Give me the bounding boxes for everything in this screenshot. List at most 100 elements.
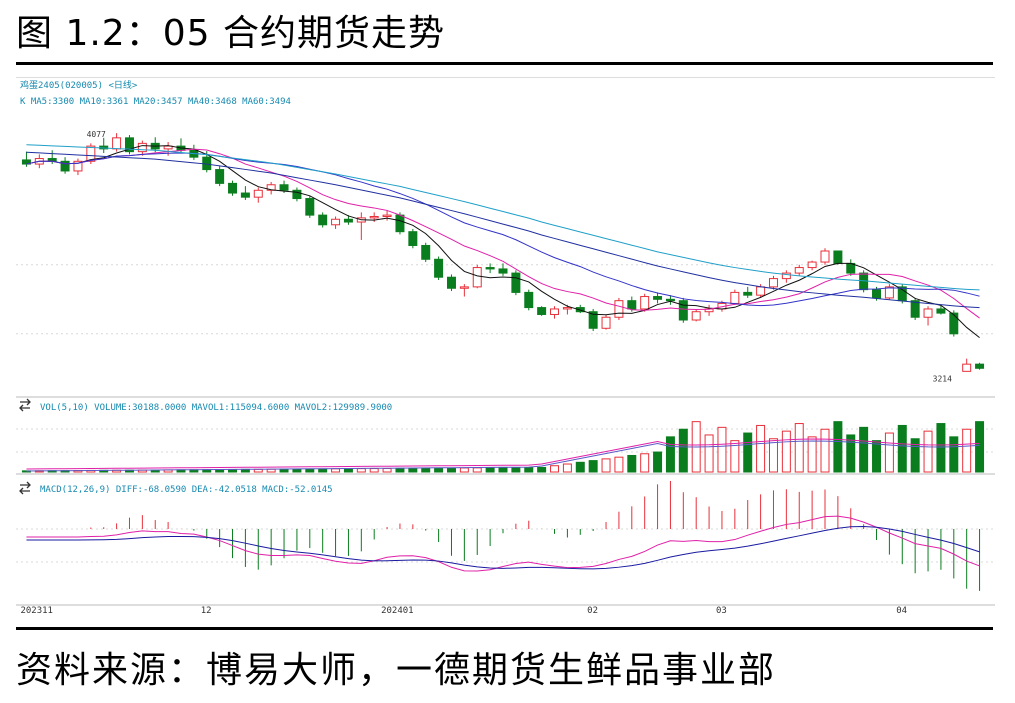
volume-bar bbox=[446, 467, 456, 473]
volume-bar bbox=[292, 468, 302, 473]
moving-average-lines bbox=[26, 144, 980, 339]
candle-body bbox=[124, 137, 134, 153]
candle-body bbox=[614, 300, 624, 318]
volume-bar bbox=[859, 426, 869, 473]
candle-body bbox=[60, 160, 70, 172]
volume-bar bbox=[872, 440, 882, 473]
candle-body bbox=[691, 311, 701, 321]
x-tick-label: 04 bbox=[896, 606, 907, 616]
candle-body bbox=[498, 268, 508, 274]
ma5-line bbox=[26, 145, 980, 339]
candle-body bbox=[459, 286, 469, 289]
candle-body bbox=[434, 258, 444, 278]
source-note: 资料来源：博易大师，一德期货生鲜品事业部 bbox=[16, 650, 777, 691]
candle-body bbox=[975, 363, 985, 369]
candle-body bbox=[137, 142, 147, 153]
candle-series bbox=[21, 133, 985, 372]
volume-bar bbox=[485, 467, 495, 473]
volume-bar bbox=[459, 467, 469, 473]
volume-bar bbox=[279, 468, 289, 473]
bottom-rule bbox=[16, 627, 993, 630]
diff-line bbox=[26, 515, 980, 572]
contract-header: 鸡蛋2405(020005) <日线> bbox=[20, 79, 138, 91]
candle-body bbox=[833, 250, 843, 264]
candle-body bbox=[240, 192, 250, 198]
candle-body bbox=[305, 198, 315, 216]
volume-bar bbox=[975, 421, 985, 473]
volume-bar bbox=[382, 467, 392, 473]
candle-body bbox=[73, 160, 83, 172]
macd-histogram bbox=[26, 480, 981, 591]
candle-body bbox=[807, 261, 817, 269]
volume-bar bbox=[408, 467, 418, 473]
candle-body bbox=[446, 276, 456, 289]
x-tick-label: 12 bbox=[201, 606, 212, 616]
candle-body bbox=[485, 267, 495, 270]
x-tick-label: 202401 bbox=[381, 606, 414, 616]
candle-body bbox=[756, 286, 766, 296]
candle-body bbox=[112, 137, 122, 150]
candle-body bbox=[421, 244, 431, 260]
volume-bar bbox=[369, 468, 379, 473]
x-axis: 202311 12 202401 02 03 04 bbox=[20, 606, 907, 616]
candle-body bbox=[678, 300, 688, 321]
candle-body bbox=[949, 312, 959, 335]
candle-body bbox=[228, 182, 238, 194]
candle-body bbox=[511, 272, 521, 293]
ma10-line bbox=[26, 148, 980, 319]
candle-body bbox=[730, 291, 740, 304]
x-tick-label: 02 bbox=[587, 606, 598, 616]
candle-body bbox=[369, 216, 379, 219]
volume-bar bbox=[253, 468, 263, 473]
candle-body bbox=[768, 278, 778, 288]
dea-line bbox=[26, 525, 980, 570]
candle-body bbox=[292, 189, 302, 200]
macd-switch-icon[interactable] bbox=[19, 481, 31, 495]
volume-bar bbox=[588, 460, 598, 473]
volume-bar bbox=[846, 434, 856, 473]
volume-bar bbox=[562, 463, 572, 473]
annotation-low: 3214 bbox=[933, 374, 952, 383]
candle-body bbox=[665, 298, 675, 302]
mavol2-line bbox=[26, 440, 980, 472]
volume-bar bbox=[266, 468, 276, 473]
vol-switch-icon[interactable] bbox=[19, 398, 31, 412]
ma40-line bbox=[26, 151, 980, 309]
candle-body bbox=[910, 300, 920, 318]
candle-body bbox=[331, 218, 341, 226]
volume-bar bbox=[665, 436, 675, 473]
volume-bar bbox=[730, 440, 740, 473]
volume-bar bbox=[524, 467, 534, 473]
candle-body bbox=[266, 184, 276, 191]
candle-body bbox=[537, 307, 547, 315]
volume-header: VOL(5,10) VOLUME:30188.0000 MAVOL1:11509… bbox=[40, 403, 392, 413]
volume-bar bbox=[820, 428, 830, 473]
candle-body bbox=[550, 308, 560, 315]
candle-body bbox=[897, 286, 907, 302]
volume-bar bbox=[421, 467, 431, 473]
candle-body bbox=[962, 363, 972, 372]
candle-body bbox=[781, 272, 791, 280]
volume-bar bbox=[743, 432, 753, 473]
candle-body bbox=[472, 267, 482, 288]
volume-bar bbox=[833, 421, 843, 473]
candle-body bbox=[562, 307, 572, 310]
candle-body bbox=[215, 169, 225, 184]
ma-indicator-line: K MA5:3300 MA10:3361 MA20:3457 MA40:3468… bbox=[20, 97, 291, 107]
volume-bar bbox=[575, 461, 585, 473]
title-rule bbox=[16, 62, 993, 65]
candle-body bbox=[884, 286, 894, 299]
volume-bar bbox=[949, 436, 959, 473]
candle-body bbox=[524, 291, 534, 309]
candle-body bbox=[627, 300, 637, 310]
volume-bar bbox=[807, 436, 817, 473]
volume-bar bbox=[537, 466, 547, 473]
candle-body bbox=[395, 214, 405, 233]
candle-body bbox=[936, 308, 946, 314]
ma60-line bbox=[26, 144, 980, 291]
volume-bar bbox=[627, 454, 637, 473]
volume-bar bbox=[511, 467, 521, 473]
volume-bar bbox=[601, 458, 611, 473]
macd-header: MACD(12,26,9) DIFF:-68.0590 DEA:-42.0518… bbox=[40, 485, 333, 495]
futures-chart: 鸡蛋2405(020005) <日线> K MA5:3300 MA10:3361… bbox=[16, 76, 995, 616]
